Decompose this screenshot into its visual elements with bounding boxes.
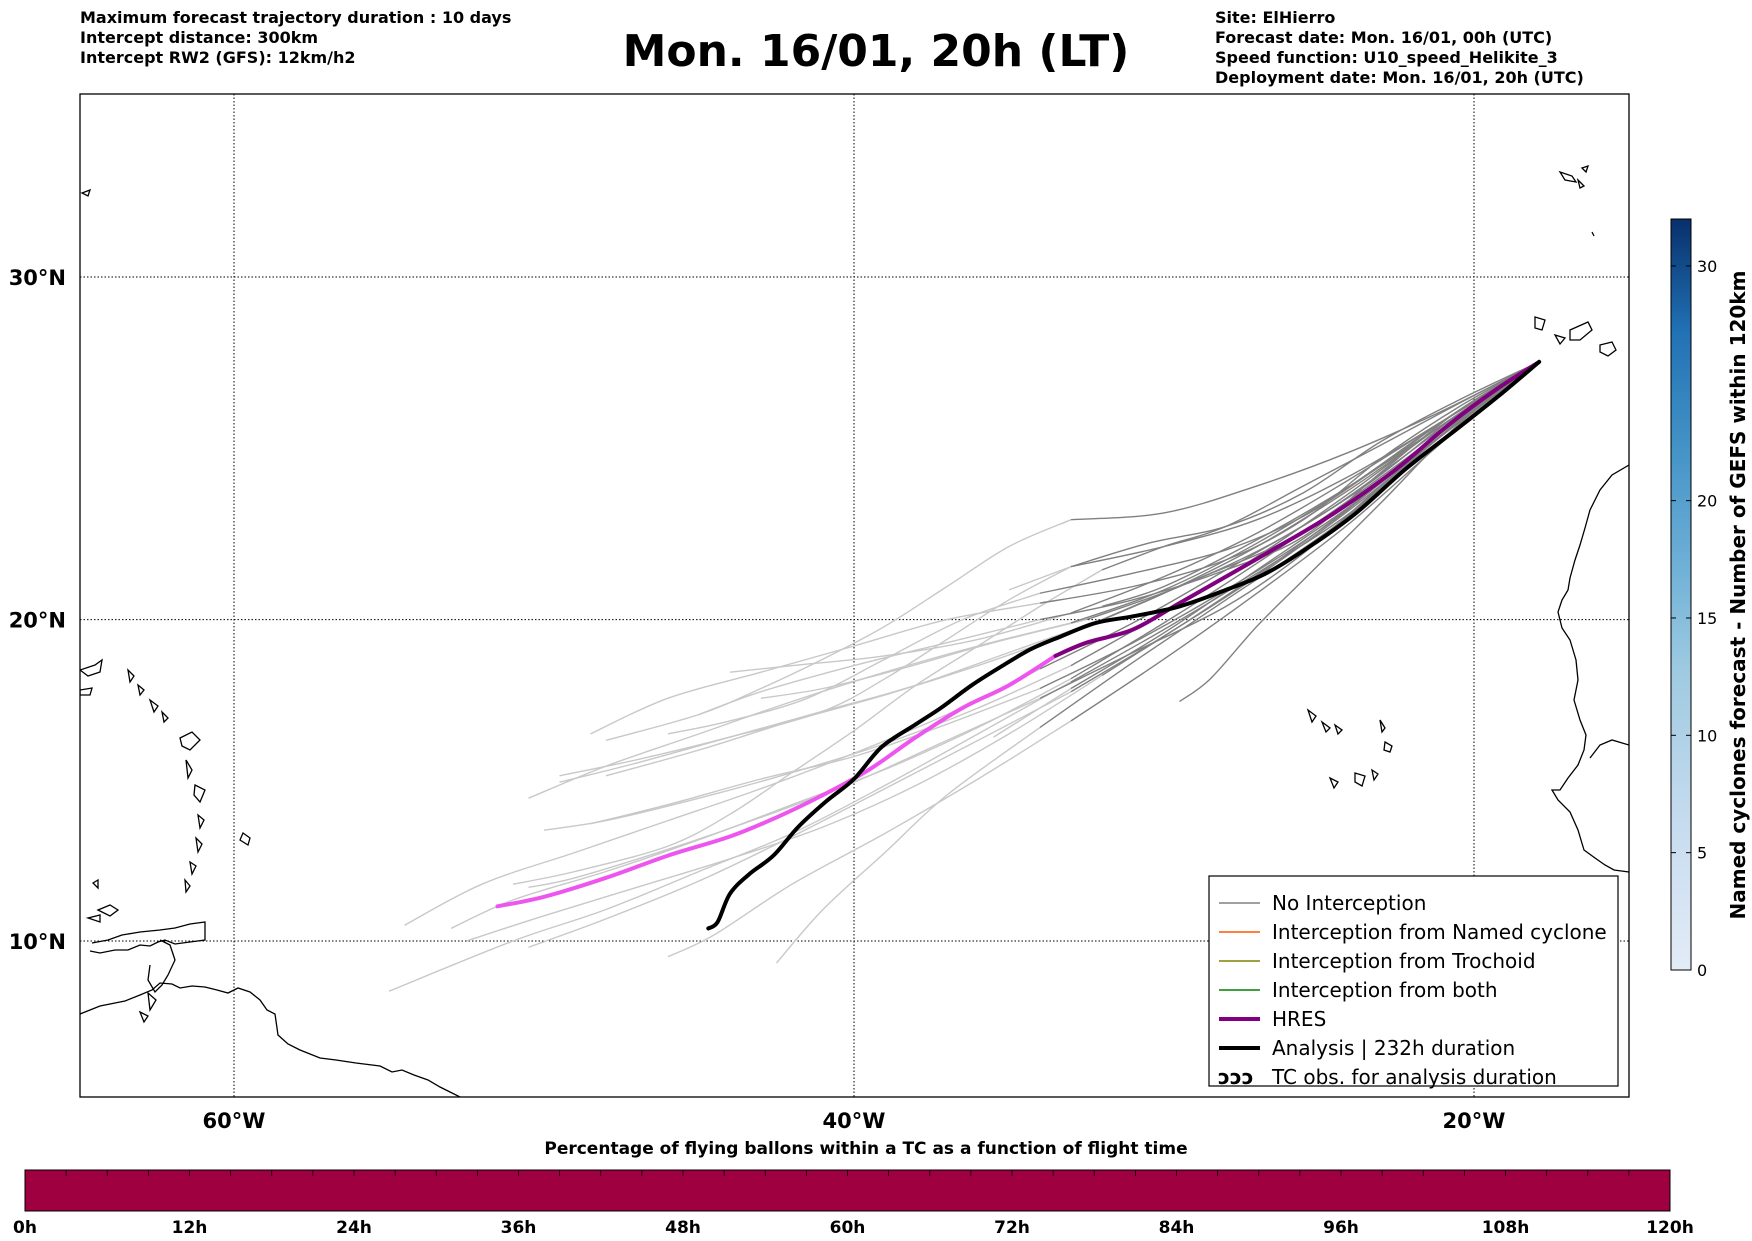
coastline-venezuela-north <box>89 921 206 954</box>
ensemble-trajectory-late <box>528 697 1041 888</box>
colorbar-gradient <box>1670 218 1692 971</box>
tc-obs-icon: ↄↄↄ <box>1218 1065 1254 1089</box>
bottom-bar-tick-label: 24h <box>336 1218 372 1238</box>
lat-label: 10°N <box>9 930 66 954</box>
header-intercept-rw2: Intercept RW2 (GFS): 12km/h2 <box>80 48 356 67</box>
coastline-canary-islands <box>1534 164 1617 357</box>
ensemble-trajectory-late <box>698 618 1041 716</box>
latitude-labels: 30°N 20°N 10°N <box>9 266 66 954</box>
ensemble-trajectory-late <box>729 612 1072 673</box>
lon-label: 60°W <box>203 1109 266 1133</box>
coastline-africa-west-bulge <box>1589 739 1629 759</box>
hres-trajectory-early <box>1053 359 1542 658</box>
bottom-bar-tick-label: 96h <box>1323 1218 1359 1238</box>
bottom-bar: Percentage of flying ballons within a TC… <box>13 1139 1694 1238</box>
coastline-south-america <box>80 982 461 1097</box>
legend-label: Interception from both <box>1272 978 1498 1002</box>
colorbar-tick-label: 20 <box>1697 492 1717 511</box>
coastline-africa <box>1550 464 1629 873</box>
ensemble-trajectories-late <box>388 519 1103 992</box>
ensemble-trajectory-late <box>450 678 1072 930</box>
coastlines <box>80 164 1629 1097</box>
bottom-bar-tick-label: 108h <box>1482 1218 1530 1238</box>
ensemble-trajectory-late <box>775 726 1041 964</box>
ensemble-trajectory-late <box>404 668 1041 926</box>
ensemble-trajectory-late <box>667 592 1041 735</box>
ensemble-trajectory-late <box>667 720 1072 958</box>
ensemble-trajectory-late <box>512 569 1103 885</box>
header-intercept-distance: Intercept distance: 300km <box>80 28 319 47</box>
longitude-labels: 60°W 40°W 20°W <box>203 1109 1506 1133</box>
header-site: Site: ElHierro <box>1215 8 1336 27</box>
colorbar-tick-label: 30 <box>1697 257 1717 276</box>
coastline-trinidad <box>147 939 176 994</box>
bottom-bar-tick-label: 72h <box>994 1218 1030 1238</box>
trajectories <box>388 359 1542 992</box>
legend-label: HRES <box>1272 1007 1326 1031</box>
bottom-bar-tick-label: 84h <box>1159 1218 1195 1238</box>
header-left-info: Maximum forecast trajectory duration : 1… <box>80 8 511 68</box>
header-right-info: Site: ElHierro Forecast date: Mon. 16/01… <box>1215 8 1584 88</box>
bottom-bar-tick-label: 0h <box>13 1218 37 1238</box>
analysis-trajectory <box>706 359 1542 931</box>
colorbar-tick-label: 0 <box>1697 961 1707 980</box>
lat-label: 30°N <box>9 266 66 290</box>
lon-label: 40°W <box>823 1109 886 1133</box>
legend-label: Interception from Trochoid <box>1272 949 1536 973</box>
header-deployment-date: Deployment date: Mon. 16/01, 20h (UTC) <box>1215 68 1584 87</box>
ensemble-trajectory-late <box>388 681 1072 992</box>
hres-trajectory-late <box>495 653 1058 909</box>
map-frame <box>79 93 1630 1098</box>
coastline-cape-verde <box>1306 708 1393 790</box>
lat-label: 20°N <box>9 609 66 633</box>
ensemble-trajectory <box>1070 361 1540 693</box>
main-title: Mon. 16/01, 20h (LT) <box>622 26 1130 77</box>
legend-label: TC obs. for analysis duration <box>1271 1065 1557 1089</box>
colorbar-tick-label: 10 <box>1697 726 1717 745</box>
ensemble-trajectory-late <box>559 565 1072 777</box>
ensemble-trajectory <box>1179 361 1540 703</box>
ensemble-trajectory-late <box>993 687 1072 738</box>
ensemble-trajectory-late <box>605 519 1072 742</box>
ensemble-trajectory-late <box>590 602 1041 735</box>
header-forecast-date: Forecast date: Mon. 16/01, 00h (UTC) <box>1215 28 1553 47</box>
coastline-lesser-antilles <box>80 188 251 1024</box>
coastline-islands-a <box>80 658 120 923</box>
ensemble-trajectory <box>1070 361 1540 634</box>
hres-trajectory <box>495 359 1542 909</box>
analysis-trajectory-line <box>706 359 1542 931</box>
legend-label: Analysis | 232h duration <box>1272 1036 1515 1060</box>
bottom-bar-tick-label: 120h <box>1646 1218 1694 1238</box>
bottom-bar-fill <box>24 1169 1671 1212</box>
lon-label: 20°W <box>1443 1109 1506 1133</box>
header-speed-function: Speed function: U10_speed_Helikite_3 <box>1215 48 1558 67</box>
bottom-bar-title: Percentage of flying ballons within a TC… <box>544 1139 1187 1159</box>
colorbar: 0 5 10 15 20 30 Named cyclones forecast - Num… <box>1670 218 1750 980</box>
ensemble-trajectory-late <box>590 687 1041 825</box>
bottom-bar-tick-label: 48h <box>665 1218 701 1238</box>
colorbar-title: Named cyclones forecast - Number of GEFS… <box>1726 271 1750 920</box>
bottom-bar-tick-label: 36h <box>501 1218 537 1238</box>
colorbar-tick-label: 5 <box>1697 844 1707 863</box>
ensemble-trajectory <box>1070 361 1540 568</box>
legend: No Interception Interception from Named c… <box>1208 875 1619 1089</box>
bottom-bar-tick-label: 60h <box>830 1218 866 1238</box>
ensemble-trajectory <box>1070 361 1540 521</box>
legend-label: Interception from Named cyclone <box>1272 920 1607 944</box>
legend-box <box>1208 875 1619 1087</box>
ensemble-trajectory <box>1070 361 1540 614</box>
header-max-duration: Maximum forecast trajectory duration : 1… <box>80 8 512 27</box>
ensemble-trajectory-late <box>605 632 1072 777</box>
bottom-bar-tick-label: 12h <box>172 1218 208 1238</box>
gridlines <box>80 94 1629 1097</box>
colorbar-tick-label: 15 <box>1697 609 1717 628</box>
ensemble-trajectory-late <box>466 674 1103 942</box>
legend-label: No Interception <box>1272 891 1426 915</box>
